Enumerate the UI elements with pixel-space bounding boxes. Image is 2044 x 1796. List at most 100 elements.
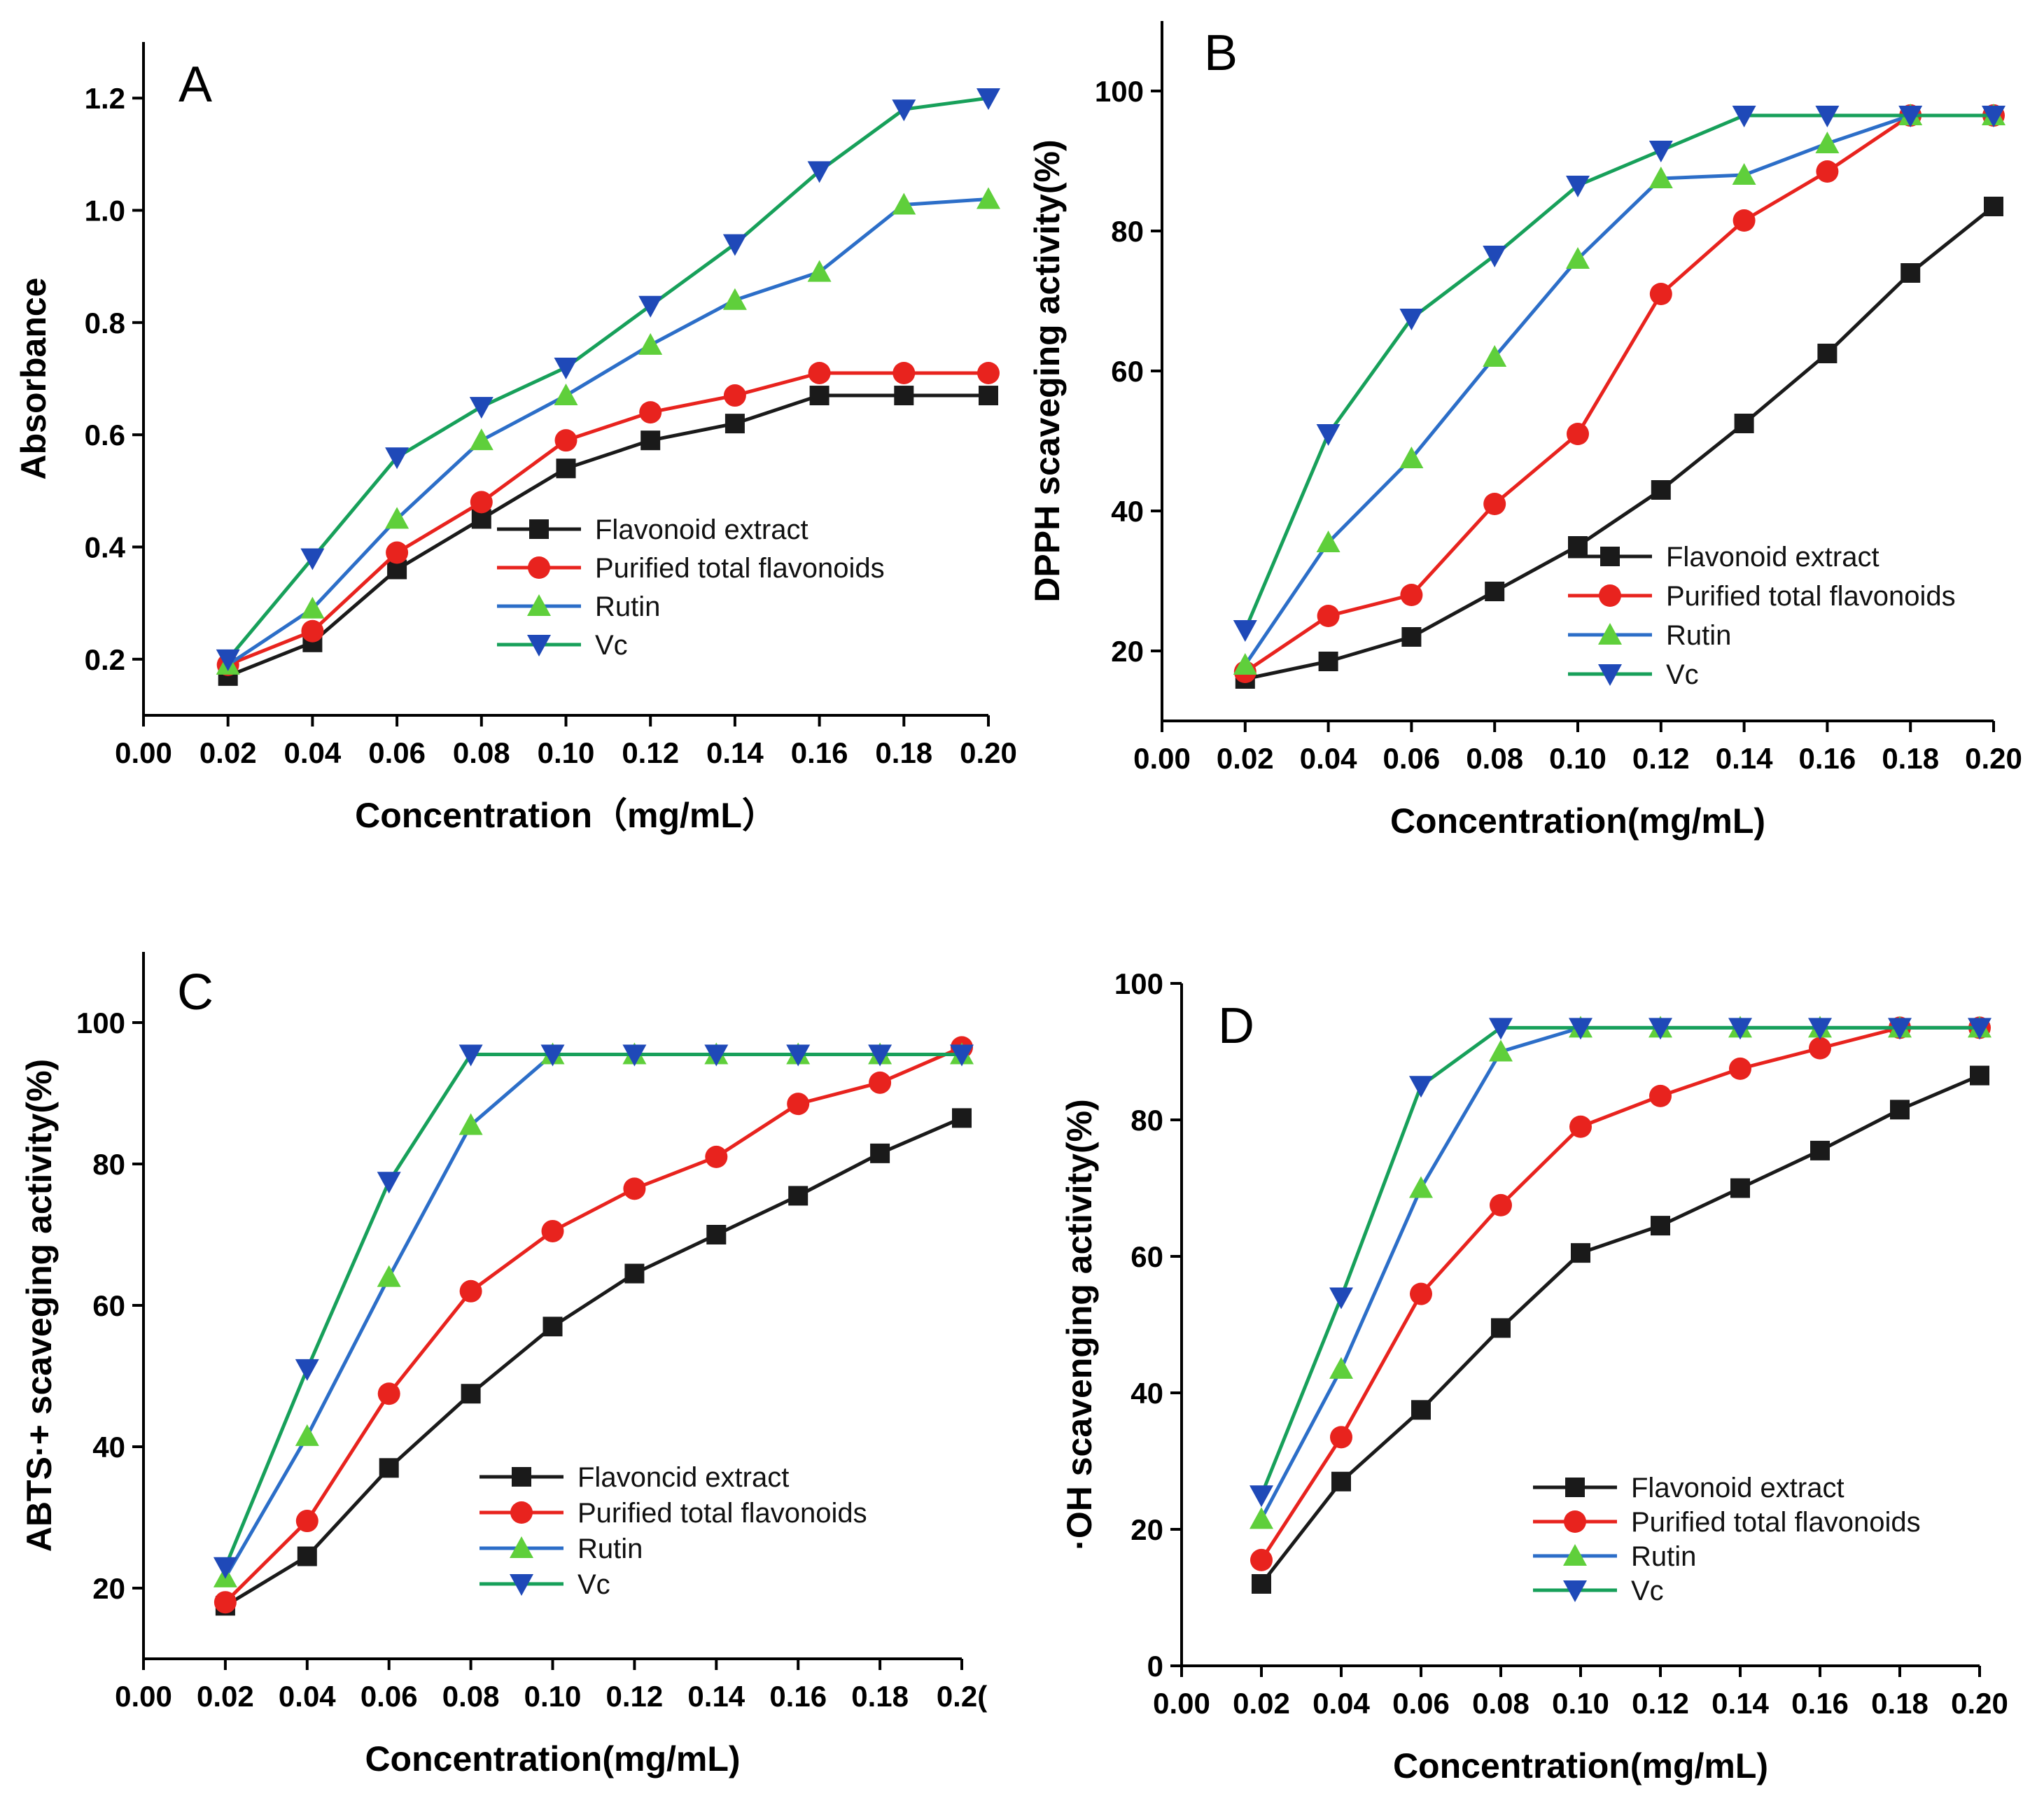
legend-label: Flavonoid extract	[595, 514, 808, 545]
y-tick-label: 40	[1111, 495, 1144, 528]
legend-marker	[512, 1467, 531, 1487]
legend-label: Rutin	[1631, 1541, 1696, 1572]
data-point	[1730, 1178, 1750, 1198]
data-point	[1491, 1318, 1511, 1338]
x-tick-label: 0.16	[1799, 742, 1856, 775]
legend-marker	[1600, 547, 1620, 566]
data-point	[788, 1186, 808, 1206]
data-point	[1982, 106, 2005, 127]
data-point	[1898, 106, 1923, 127]
data-point	[1233, 653, 1257, 675]
x-tick-label: 0.02	[197, 1680, 254, 1713]
x-tick-label: 0.12	[606, 1680, 664, 1713]
legend-marker	[1563, 1544, 1587, 1566]
legend-label: Purified total flavonoids	[1631, 1507, 1921, 1538]
x-tick-label: 0.18	[1882, 742, 1939, 775]
panel-d: 0.00 0.02 0.04 0.06 0.08 0.10 0.12 0.14 0.16 0.18…	[1060, 967, 2008, 1786]
data-point	[1888, 1018, 1912, 1040]
panel-letter: C	[177, 964, 214, 1020]
data-point	[892, 192, 916, 215]
data-point	[976, 187, 1000, 209]
x-tick-label: 0.04	[1312, 1687, 1370, 1720]
series-line	[224, 1046, 962, 1604]
x-tick-label: 0.00	[115, 1680, 172, 1713]
data-point	[301, 619, 324, 643]
data-point	[622, 1044, 647, 1067]
x-axis-title: Concentration（mg/mL）	[355, 796, 777, 835]
data-point	[1316, 531, 1340, 552]
data-point	[1399, 447, 1424, 468]
x-tick-label: 0.20	[1965, 742, 2022, 775]
data-point	[1651, 480, 1671, 500]
data-point	[706, 1225, 727, 1244]
x-tick-label: 0.06	[1392, 1687, 1450, 1720]
legend-marker	[1598, 664, 1622, 686]
data-point	[638, 295, 663, 318]
data-point	[1252, 1574, 1271, 1594]
data-point	[1970, 1065, 1989, 1086]
data-point	[807, 161, 832, 183]
data-point	[541, 1219, 564, 1242]
x-tick-label: 0.12	[622, 736, 679, 769]
data-point	[469, 397, 493, 419]
data-point	[554, 357, 578, 379]
data-point	[1330, 1426, 1352, 1449]
data-point	[469, 428, 493, 451]
data-point	[808, 361, 831, 384]
legend-marker	[527, 594, 551, 616]
x-tick-label: 0.08	[453, 736, 510, 769]
data-point	[1890, 1100, 1910, 1120]
data-point	[979, 386, 998, 406]
data-point	[1810, 1140, 1830, 1160]
x-tick-label: 0.18	[875, 736, 932, 769]
data-point	[297, 1546, 317, 1566]
x-tick-label: 0.08	[1466, 742, 1523, 775]
data-point	[705, 1145, 728, 1168]
series-line	[1243, 113, 1994, 666]
x-tick-label: 0.16	[791, 736, 848, 769]
data-point	[1815, 132, 1840, 153]
data-point	[540, 1044, 565, 1067]
panel-a: 0.00 0.02 0.04 0.06 0.08 0.10 0.12 0.14 0.16 0.18…	[14, 42, 1017, 835]
data-point	[377, 1382, 400, 1405]
y-tick-label: 100	[76, 1006, 125, 1039]
data-point	[385, 507, 410, 529]
legend-marker	[529, 519, 549, 539]
legend-label: Vc	[595, 630, 628, 661]
y-tick-label: 40	[1130, 1377, 1163, 1410]
data-point	[459, 1279, 482, 1303]
legend-marker	[1564, 1510, 1586, 1533]
data-point	[1649, 1084, 1672, 1107]
data-point	[1566, 176, 1590, 197]
x-tick-label: 0.02	[1233, 1687, 1290, 1720]
y-tick-label: 0	[1147, 1650, 1163, 1683]
data-point	[976, 88, 1000, 111]
x-tick-label: 0.00	[115, 736, 172, 769]
data-point	[1399, 309, 1424, 330]
data-point	[1318, 652, 1338, 671]
series-line	[226, 96, 989, 661]
data-point	[704, 1044, 729, 1067]
data-point	[300, 548, 325, 570]
data-point	[216, 649, 240, 671]
data-point	[1485, 582, 1505, 601]
panel-b: 0.00 0.02 0.04 0.06 0.08 0.10 0.12 0.14 0.16 0.18…	[1028, 21, 2022, 841]
series-line	[227, 393, 988, 678]
y-tick-label: 20	[1111, 635, 1144, 668]
data-point	[722, 234, 747, 256]
x-tick-label: 0.10	[538, 736, 595, 769]
legend-label: Purified total flavonoids	[578, 1498, 867, 1529]
y-tick-label: 1.2	[85, 82, 125, 115]
data-point	[1250, 1485, 1273, 1508]
data-point	[1571, 1243, 1590, 1263]
panel-letter: D	[1218, 998, 1254, 1054]
data-point	[807, 260, 832, 282]
data-point	[542, 1317, 563, 1337]
data-point	[1409, 1076, 1433, 1098]
legend-label: Flavoncid extract	[578, 1462, 789, 1493]
data-point	[1651, 1216, 1670, 1236]
data-point	[870, 1143, 890, 1163]
series-line	[1259, 1025, 1980, 1520]
data-point	[295, 1359, 319, 1381]
